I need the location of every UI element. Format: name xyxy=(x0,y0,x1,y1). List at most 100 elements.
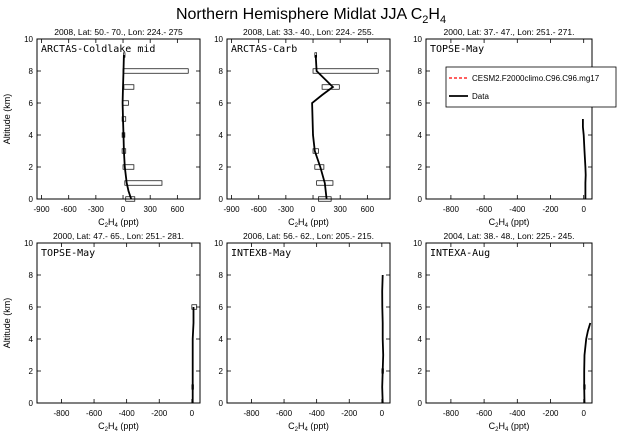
data-line xyxy=(191,307,195,403)
x-tick-label: -900 xyxy=(34,205,51,214)
y-tick-label: 10 xyxy=(214,239,223,248)
y-tick-label: 6 xyxy=(418,303,423,312)
x-tick-label: -200 xyxy=(341,409,358,418)
y-tick-label: 6 xyxy=(29,303,34,312)
y-tick-label: 6 xyxy=(219,303,224,312)
data-line xyxy=(582,119,587,199)
x-tick-label: -600 xyxy=(476,205,493,214)
x-tick-label: -200 xyxy=(151,409,168,418)
y-tick-label: 10 xyxy=(24,239,33,248)
campaign-label: TOPSE-May xyxy=(41,248,95,259)
y-tick-label: 4 xyxy=(418,131,423,140)
campaign-label: INTEXA-Aug xyxy=(430,248,490,259)
x-axis-label: C2H4 (ppt) xyxy=(489,421,530,433)
y-axis-label: Altitude (km) xyxy=(2,298,12,349)
data-line xyxy=(121,54,133,200)
y-tick-label: 0 xyxy=(219,195,224,204)
y-tick-label: 0 xyxy=(418,399,423,408)
y-tick-label: 6 xyxy=(219,99,224,108)
chart-panel: 2004, Lat: 38.- 48., Lon: 225.- 245. -800… xyxy=(413,231,593,433)
x-axis-label: C2H4 (ppt) xyxy=(288,217,329,229)
data-line xyxy=(583,322,592,404)
x-tick-label: -800 xyxy=(243,409,260,418)
x-tick-label: -600 xyxy=(251,205,268,214)
data-line xyxy=(311,54,335,200)
x-tick-label: -400 xyxy=(509,409,526,418)
x-tick-label: -800 xyxy=(443,205,460,214)
campaign-label: INTEXB-May xyxy=(231,248,291,259)
x-axis-label: C2H4 (ppt) xyxy=(288,421,329,433)
chart-panel: 2008, Lat: 50.- 70., Lon: 224.- 275 -900 -… xyxy=(2,27,201,229)
x-tick-label: -300 xyxy=(88,205,105,214)
range-bar xyxy=(122,68,189,74)
x-tick-label: 600 xyxy=(171,205,185,214)
range-bar xyxy=(122,100,129,106)
plot-frame xyxy=(425,242,593,404)
y-tick-label: 2 xyxy=(418,163,423,172)
legend-box xyxy=(445,66,617,108)
x-tick-label: -200 xyxy=(542,409,559,418)
y-tick-label: 4 xyxy=(29,335,34,344)
x-tick-label: -400 xyxy=(509,205,526,214)
y-tick-label: 8 xyxy=(219,271,224,280)
panel-header: 2004, Lat: 38.- 48., Lon: 225.- 245. xyxy=(444,231,575,241)
campaign-label: TOPSE-May xyxy=(430,44,484,55)
plot-frame xyxy=(226,242,391,404)
chart-panel: 2006, Lat: 56.- 62., Lon: 205.- 215. -800… xyxy=(214,231,391,433)
campaign-label: ARCTAS-Coldlake mid xyxy=(41,44,155,55)
plot-frame xyxy=(425,38,593,200)
y-tick-label: 6 xyxy=(29,99,34,108)
y-tick-label: 4 xyxy=(219,335,224,344)
y-tick-label: 8 xyxy=(418,271,423,280)
y-tick-label: 6 xyxy=(418,99,423,108)
y-tick-label: 4 xyxy=(418,335,423,344)
x-tick-label: 0 xyxy=(121,205,126,214)
panel-header: 2008, Lat: 50.- 70., Lon: 224.- 275 xyxy=(54,27,183,37)
y-tick-label: 10 xyxy=(413,239,422,248)
chart-panel: 2000, Lat: 47.- 65., Lon: 251.- 281. -800… xyxy=(2,231,201,433)
y-tick-label: 8 xyxy=(29,271,34,280)
y-tick-label: 0 xyxy=(418,195,423,204)
y-tick-label: 10 xyxy=(413,35,422,44)
y-tick-label: 2 xyxy=(29,163,34,172)
x-axis-label: C2H4 (ppt) xyxy=(489,217,530,229)
x-tick-label: 0 xyxy=(581,409,586,418)
panel-header: 2008, Lat: 33.- 40., Lon: 224.- 255. xyxy=(243,27,374,37)
x-tick-label: 0 xyxy=(311,205,316,214)
range-bar xyxy=(124,180,163,186)
y-tick-label: 0 xyxy=(219,399,224,408)
range-bar xyxy=(318,196,332,202)
x-tick-label: -800 xyxy=(443,409,460,418)
x-tick-label: -600 xyxy=(61,205,78,214)
title-text-2: H xyxy=(428,6,440,23)
title-text: Northern Hemisphere Midlat JJA C xyxy=(176,6,422,23)
range-bar xyxy=(122,164,135,170)
x-tick-label: -600 xyxy=(276,409,293,418)
x-tick-label: -400 xyxy=(309,409,326,418)
y-tick-label: 8 xyxy=(29,67,34,76)
panel-header: 2000, Lat: 47.- 65., Lon: 251.- 281. xyxy=(53,231,184,241)
x-tick-label: 600 xyxy=(361,205,375,214)
plot-frame xyxy=(226,38,391,200)
panels-group: 2008, Lat: 50.- 70., Lon: 224.- 275 -900 -… xyxy=(2,27,617,433)
panel-header: 2000, Lat: 37.- 47., Lon: 251.- 271. xyxy=(444,27,575,37)
y-tick-label: 8 xyxy=(418,67,423,76)
y-tick-label: 2 xyxy=(219,163,224,172)
x-tick-label: -800 xyxy=(53,409,70,418)
figure-title: Northern Hemisphere Midlat JJA C2H4 xyxy=(176,6,446,26)
title-subscript: 2 xyxy=(422,14,428,26)
data-line xyxy=(381,274,385,404)
title-subscript-2: 4 xyxy=(440,14,446,26)
x-tick-label: -300 xyxy=(278,205,295,214)
x-tick-label: 0 xyxy=(380,409,385,418)
x-tick-label: -200 xyxy=(542,205,559,214)
plot-frame xyxy=(36,38,201,200)
range-bar xyxy=(312,68,379,74)
y-axis-label: Altitude (km) xyxy=(2,94,12,145)
x-tick-label: 300 xyxy=(334,205,348,214)
y-tick-label: 4 xyxy=(219,131,224,140)
x-axis-label: C2H4 (ppt) xyxy=(98,421,139,433)
y-tick-label: 2 xyxy=(29,367,34,376)
x-tick-label: -900 xyxy=(224,205,241,214)
